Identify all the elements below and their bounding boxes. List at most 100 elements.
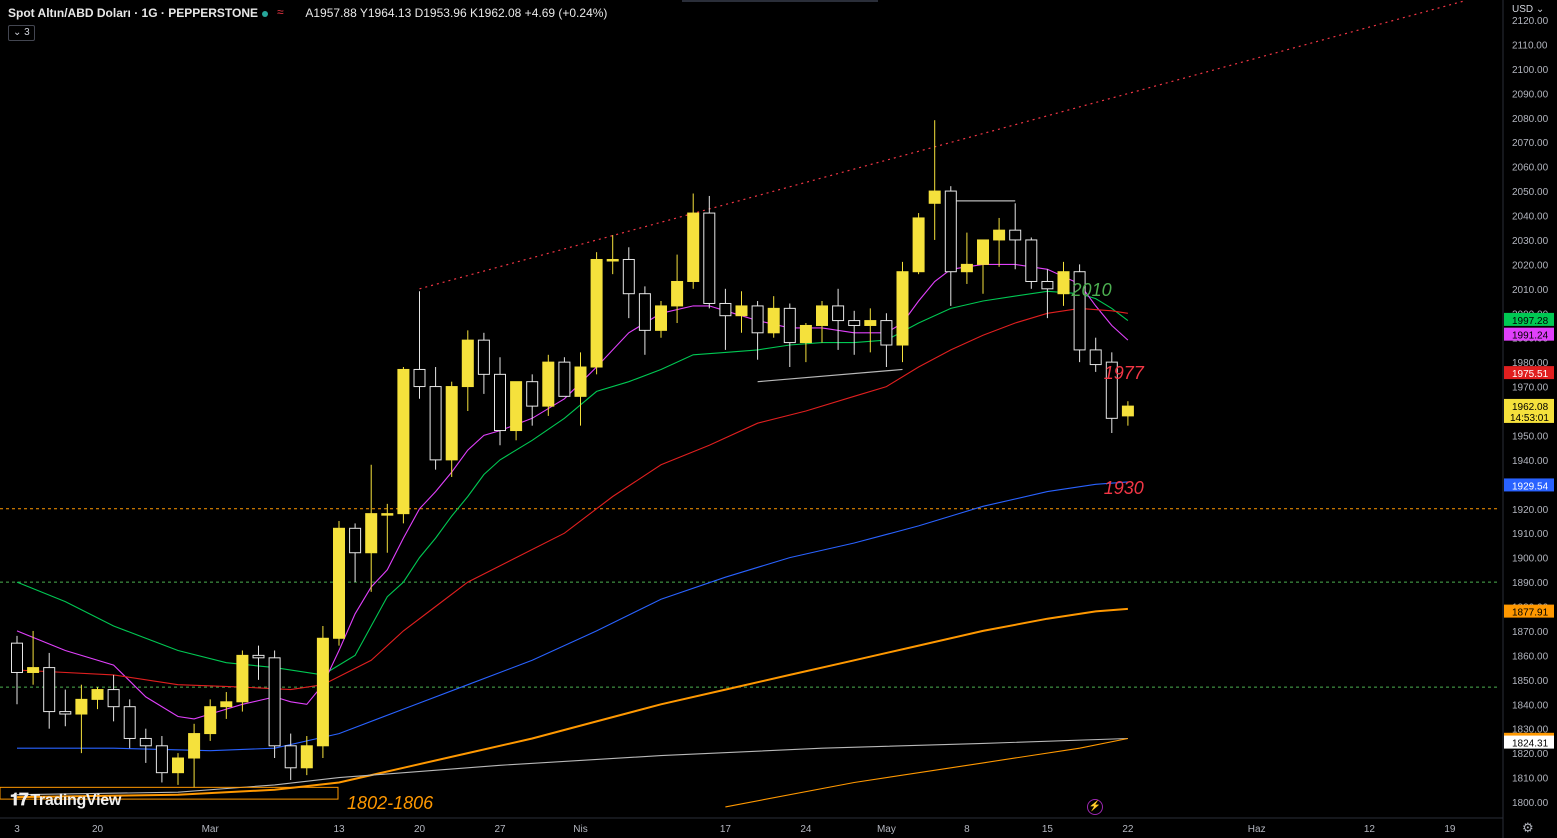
price-tick-label: 1890.00	[1512, 578, 1549, 589]
candle-body	[268, 657, 281, 747]
time-tick-label: 12	[1364, 824, 1376, 835]
price-tick-label: 2010.00	[1512, 285, 1549, 296]
candle-body	[880, 320, 893, 346]
indicators-toggle-button[interactable]: ⌄ 3	[8, 25, 35, 41]
candle-body	[735, 305, 748, 317]
price-tick-label: 2040.00	[1512, 212, 1549, 223]
candle-body	[349, 527, 362, 554]
candle-body	[236, 654, 249, 703]
candle-body	[816, 305, 828, 326]
price-tick-label: 2080.00	[1512, 114, 1549, 125]
trend-line	[757, 368, 903, 383]
time-tick-label: 17	[720, 824, 732, 835]
candle-body	[1073, 271, 1086, 351]
candle-body	[1025, 239, 1038, 282]
time-tick-label: 27	[494, 824, 506, 835]
time-tick-label: 20	[414, 824, 426, 835]
price-tag-label: 1824.31	[1512, 739, 1549, 750]
candle-body	[799, 324, 812, 344]
price-tick-label: 2070.00	[1512, 138, 1549, 149]
price-tag-label: 1877.91	[1512, 608, 1549, 619]
candle-body	[896, 271, 909, 346]
price-tick-label: 1820.00	[1512, 749, 1549, 760]
price-tick-label: 2110.00	[1512, 40, 1548, 51]
tradingview-logo-icon: 𝟏𝟕	[10, 790, 29, 809]
moving-average-line	[16, 607, 1128, 799]
price-tick-label: 2120.00	[1512, 16, 1549, 27]
price-tick-label: 1800.00	[1512, 798, 1549, 809]
price-tick-label: 2050.00	[1512, 187, 1549, 198]
price-tag	[1504, 604, 1554, 618]
candle-body	[300, 745, 313, 769]
candle-body	[944, 190, 957, 273]
price-tag-label: 1929.54	[1512, 481, 1549, 492]
candle-body	[155, 745, 168, 774]
candle-body	[413, 368, 426, 388]
candle-body	[461, 339, 474, 388]
currency-selector[interactable]: USD ⌄	[1512, 4, 1545, 15]
candle-body	[316, 637, 329, 747]
price-tag-label: 1997.28	[1512, 316, 1549, 327]
price-tick-label: 2020.00	[1512, 260, 1549, 271]
price-tick-label: 2030.00	[1512, 236, 1549, 247]
time-tick-label: May	[877, 824, 896, 835]
candle-body	[11, 642, 23, 673]
moving-average-line	[16, 737, 1128, 796]
candle-body	[59, 711, 72, 715]
candle-body	[977, 239, 989, 265]
candle-body	[252, 654, 265, 659]
candle-body	[188, 733, 201, 759]
price-annotation: 1977	[1104, 363, 1145, 383]
chart-header: Spot Altın/ABD Doları · 1G · PEPPERSTONE…	[8, 6, 607, 20]
candle-body	[1089, 349, 1102, 366]
candle-body	[622, 258, 635, 295]
price-annotation: 1930	[1104, 478, 1144, 498]
candle-body	[429, 386, 442, 461]
candle-body	[703, 212, 716, 304]
candle-body	[783, 307, 796, 344]
candle-body	[494, 373, 506, 432]
price-annotation: 2010	[1071, 280, 1112, 300]
price-tick-label: 1920.00	[1512, 505, 1549, 516]
candle-body	[912, 217, 925, 273]
price-tick-label: 1830.00	[1512, 725, 1549, 736]
time-tick-label: 3	[14, 824, 20, 835]
candle-body	[365, 513, 378, 554]
lightning-icon[interactable]: ⚡	[1087, 799, 1103, 815]
data-wave-icon: ≈	[277, 5, 284, 19]
candle-body	[1105, 361, 1118, 419]
candle-body	[333, 527, 345, 639]
settings-gear-icon[interactable]: ⚙	[1522, 820, 1534, 835]
price-tick-label: 1840.00	[1512, 700, 1549, 711]
tradingview-logo[interactable]: 𝟏𝟕 TradingView	[10, 790, 121, 810]
countdown-label: 14:53:01	[1510, 413, 1549, 424]
moving-average-line	[17, 481, 1128, 752]
candle-body	[960, 263, 973, 273]
price-tick-label: 1980.00	[1512, 358, 1549, 369]
price-tag	[1504, 398, 1554, 423]
candle-body	[1009, 229, 1022, 241]
price-tag	[1504, 366, 1554, 380]
symbol-title[interactable]: Spot Altın/ABD Doları · 1G · PEPPERSTONE	[8, 6, 259, 20]
price-tick-label: 1860.00	[1512, 651, 1549, 662]
price-tag	[1504, 478, 1554, 492]
price-tick-label: 1850.00	[1512, 676, 1549, 687]
moving-average-line	[16, 290, 1129, 676]
candle-body	[204, 706, 217, 735]
time-tick-label: 8	[964, 824, 970, 835]
moving-average-line	[16, 263, 1129, 720]
price-tick-label: 1910.00	[1512, 529, 1549, 540]
candle-body	[526, 381, 539, 407]
time-tick-label: 19	[1444, 824, 1456, 835]
candle-body	[284, 745, 297, 769]
candle-body	[445, 386, 458, 461]
tradingview-brand: TradingView	[30, 792, 121, 809]
price-tick-label: 2060.00	[1512, 163, 1549, 174]
candle-body	[638, 293, 651, 331]
candle-body	[767, 307, 780, 334]
ohlc-readout: A1957.88 Y1964.13 D1953.96 K1962.08 +4.6…	[305, 6, 608, 20]
candle-body	[510, 381, 523, 432]
candle-body	[139, 737, 152, 747]
moving-average-line	[16, 307, 1128, 691]
